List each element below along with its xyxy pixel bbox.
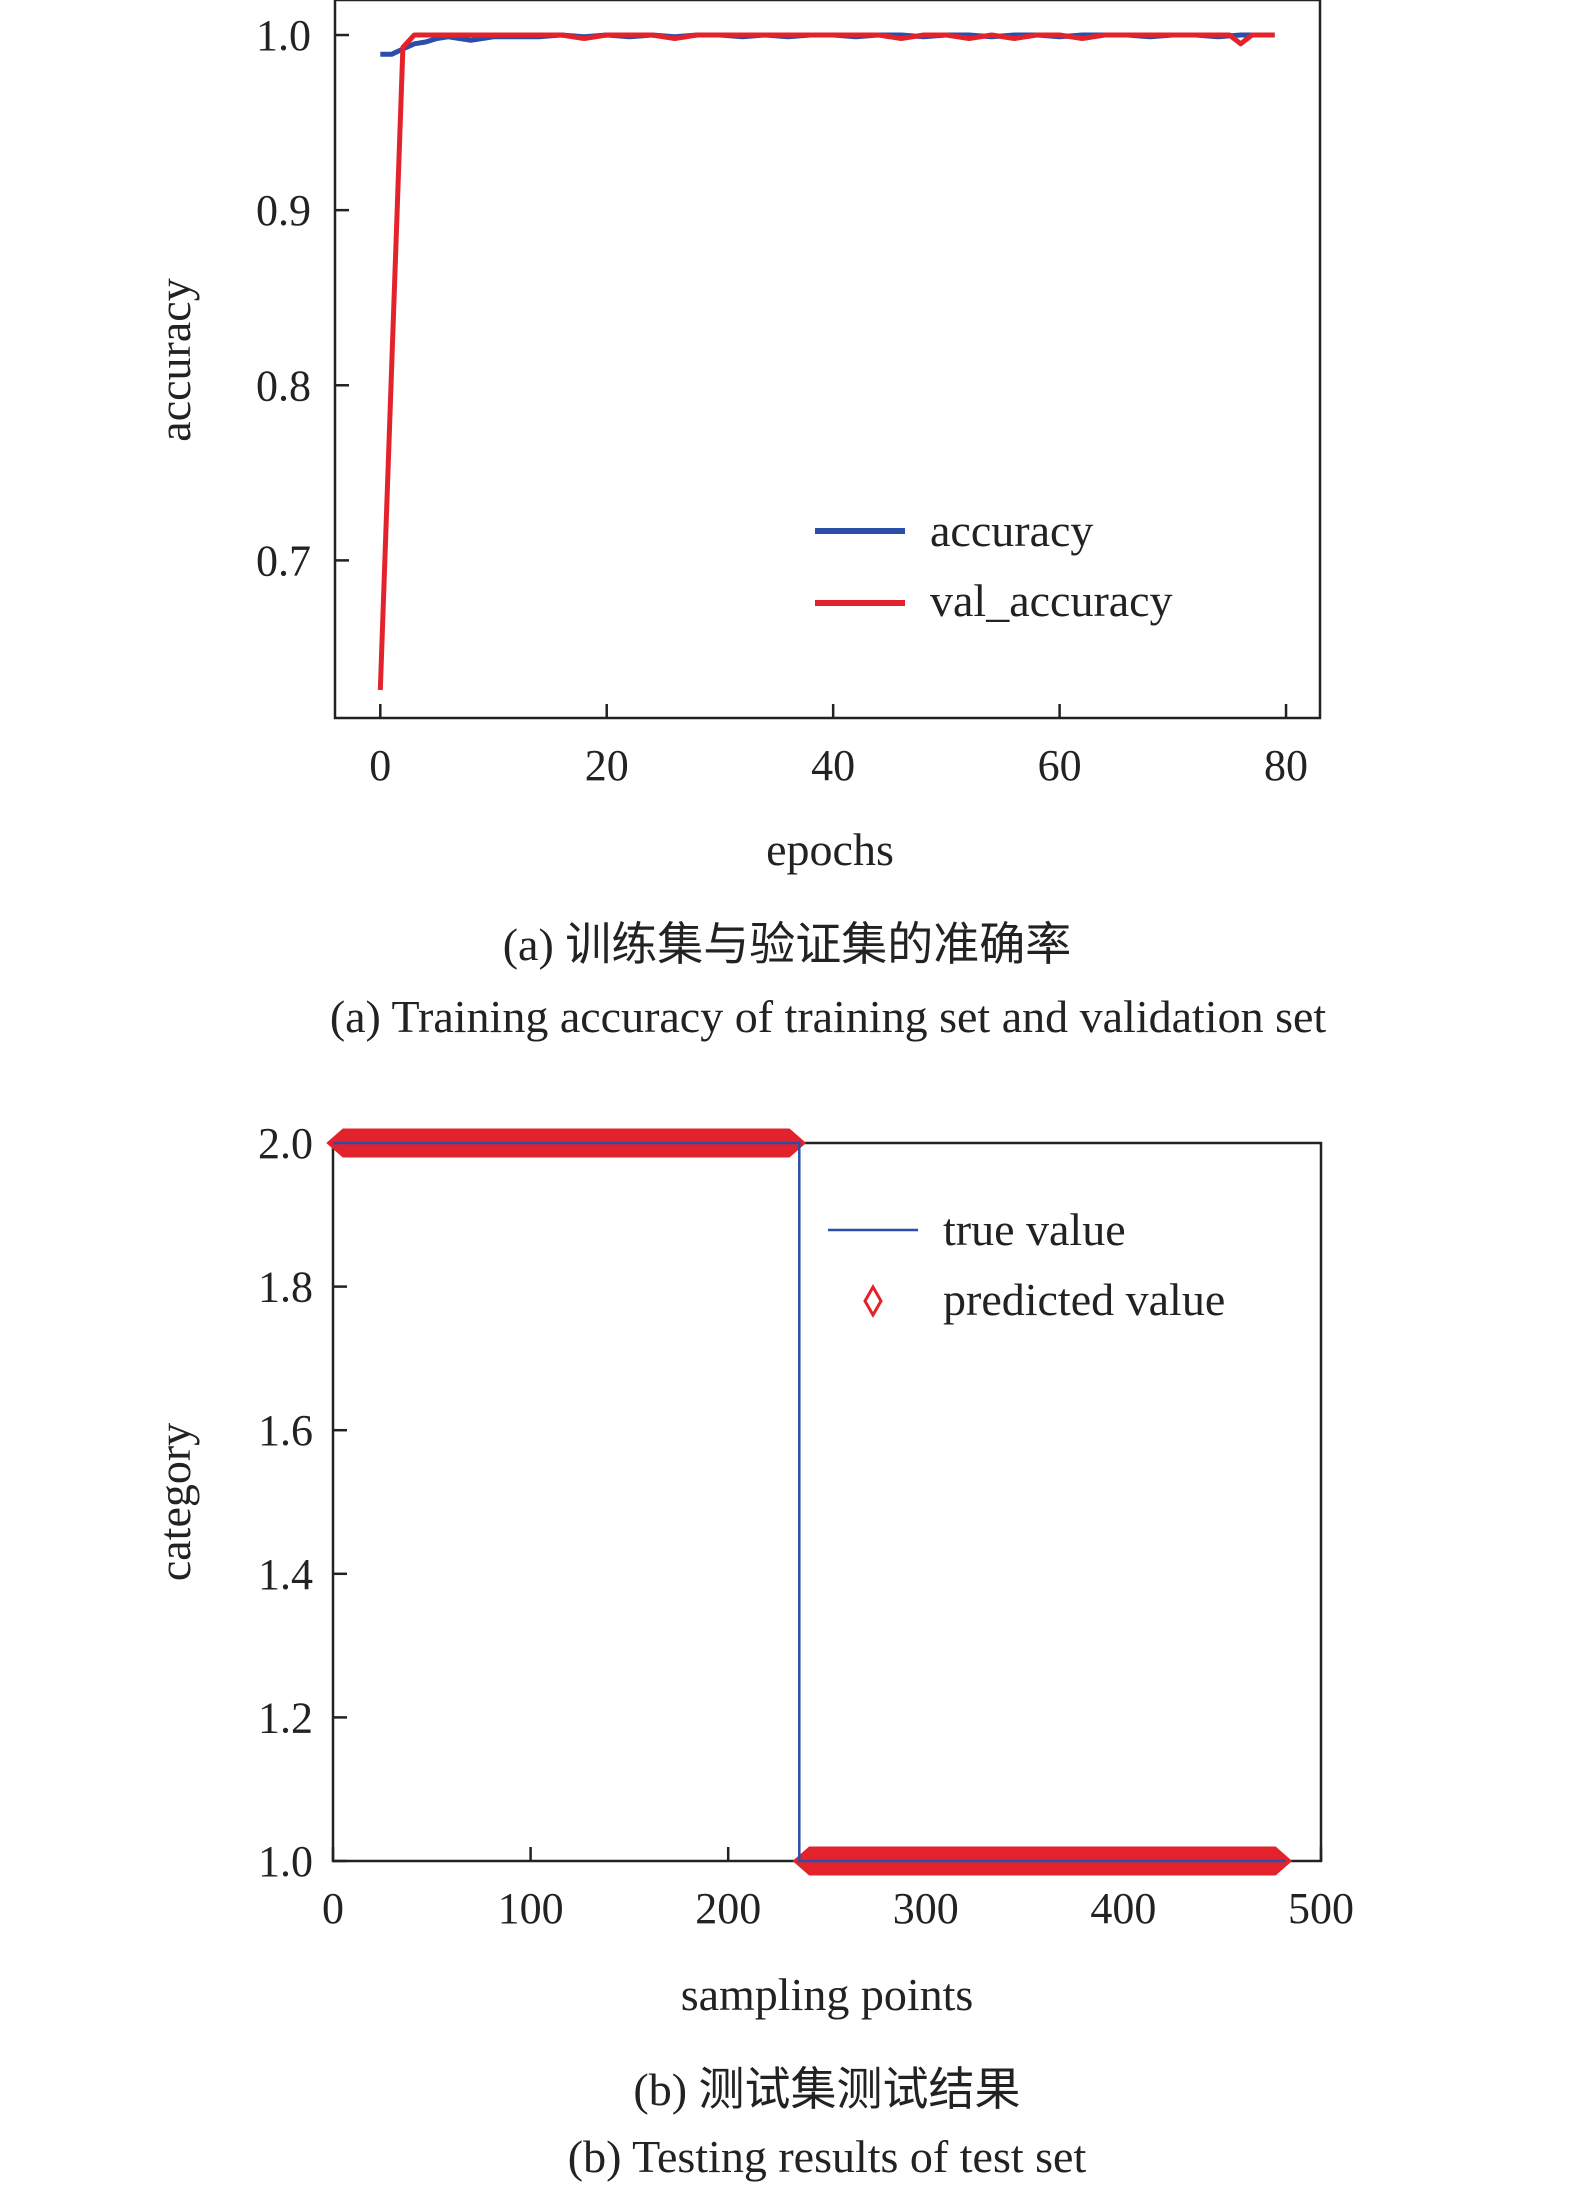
chart-a-x-axis-label: epochs (766, 824, 894, 875)
chart-a-y-tick-label: 0.7 (256, 536, 311, 585)
chart-b-y-tick-label: 1.6 (258, 1406, 313, 1455)
chart-a: 0.7 0.8 0.9 1.0 0 20 40 60 80 epochs accuracy a… (149, 0, 1326, 1042)
chart-b-x-tick-label: 400 (1090, 1884, 1156, 1933)
chart-b-y-tick-label: 1.0 (258, 1837, 313, 1886)
chart-b: 1.0 1.2 1.4 1.6 1.8 2.0 0 100 200 300 400 500 samp… (149, 1119, 1354, 2182)
chart-a-x-tick-label: 0 (369, 741, 391, 790)
chart-a-series-accuracy-line (380, 32, 1275, 57)
chart-b-legend-swatch-predicted (863, 1283, 883, 1319)
chart-b-y-axis: 1.0 1.2 1.4 1.6 1.8 2.0 (258, 1119, 347, 1886)
chart-b-true-value-line (333, 1141, 1286, 1863)
chart-a-caption-cn: (a) 训练集与验证集的准确率 (503, 919, 1072, 970)
chart-b-x-tick-label: 200 (695, 1884, 761, 1933)
chart-a-legend-label-accuracy: accuracy (930, 505, 1093, 556)
chart-a-legend-label-val-accuracy: val_accuracy (930, 575, 1173, 626)
chart-a-y-tick-label: 1.0 (256, 11, 311, 60)
chart-b-x-tick-label: 0 (322, 1884, 344, 1933)
chart-b-legend: true value predicted value (828, 1204, 1225, 1325)
chart-a-y-axis-label: accuracy (149, 278, 200, 441)
chart-b-y-tick-label: 1.4 (258, 1550, 313, 1599)
chart-a-x-tick-label: 40 (811, 741, 855, 790)
chart-b-x-tick-label: 300 (893, 1884, 959, 1933)
chart-a-x-axis: 0 20 40 60 80 (369, 704, 1308, 790)
chart-a-legend: accuracy val_accuracy (815, 505, 1173, 626)
chart-a-x-tick-label: 60 (1038, 741, 1082, 790)
chart-b-y-tick-label: 1.2 (258, 1693, 313, 1742)
chart-a-caption-en: (a) Training accuracy of training set an… (330, 991, 1327, 1042)
chart-b-legend-label-predicted: predicted value (943, 1274, 1225, 1325)
chart-a-series-val-accuracy-line (377, 32, 1275, 691)
chart-a-y-tick-label: 0.9 (256, 186, 311, 235)
chart-b-x-tick-label: 100 (498, 1884, 564, 1933)
chart-b-plot-frame (331, 1141, 1323, 1863)
chart-b-y-tick-label: 2.0 (258, 1119, 313, 1168)
chart-a-x-tick-label: 20 (585, 741, 629, 790)
chart-b-legend-label-true: true value (943, 1204, 1126, 1255)
chart-a-series (377, 32, 1275, 691)
chart-b-caption-en: (b) Testing results of test set (568, 2131, 1087, 2182)
chart-b-caption-cn: (b) 测试集测试结果 (633, 2064, 1020, 2115)
chart-b-x-tick-label: 500 (1288, 1884, 1354, 1933)
chart-b-true-series (333, 1141, 1286, 1863)
chart-b-x-axis-label: sampling points (681, 1969, 974, 2020)
chart-a-y-tick-label: 0.8 (256, 361, 311, 410)
chart-b-y-axis-label: category (149, 1423, 200, 1581)
chart-b-predicted-series (326, 1128, 1293, 1876)
chart-a-plot-frame (333, 0, 1322, 720)
chart-a-y-axis: 0.7 0.8 0.9 1.0 (256, 11, 349, 585)
chart-b-y-tick-label: 1.8 (258, 1263, 313, 1312)
chart-a-x-tick-label: 80 (1264, 741, 1308, 790)
